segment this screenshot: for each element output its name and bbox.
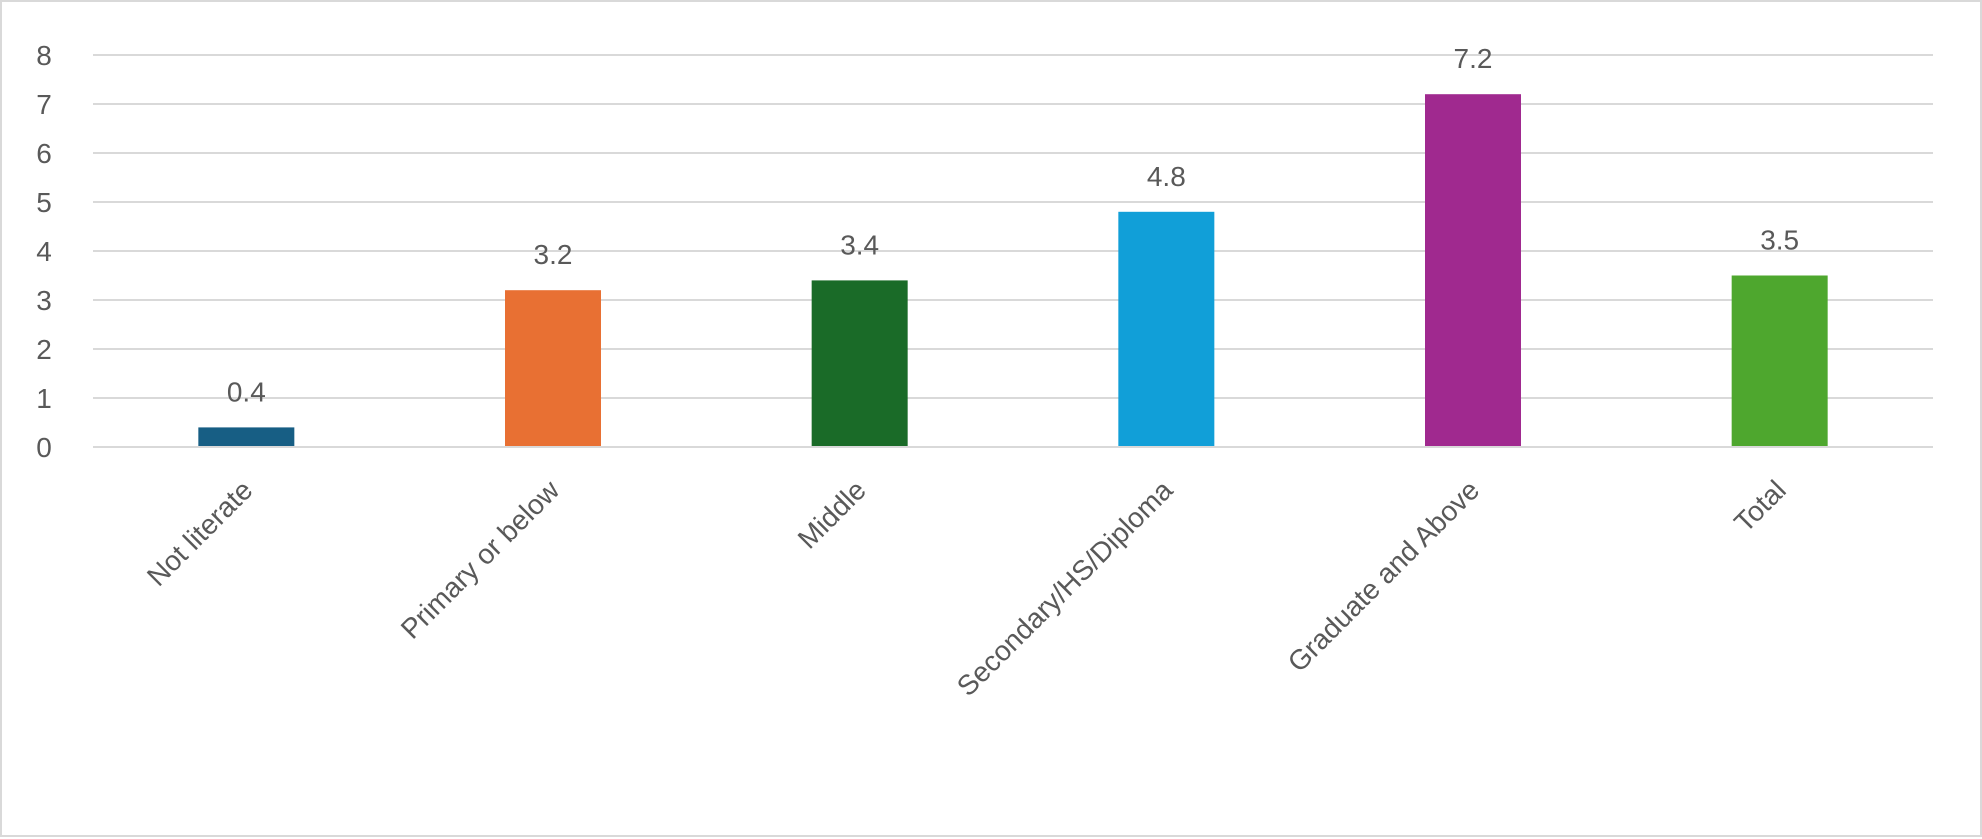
data-label: 0.4: [227, 376, 266, 407]
x-tick-label: Primary or below: [395, 474, 566, 645]
bar-4: [1425, 94, 1521, 446]
data-labels: 0.4 3.2 3.4 4.8 7.2 3.5: [227, 43, 1799, 407]
y-tick-label: 5: [36, 187, 52, 218]
y-tick-label: 4: [36, 236, 52, 267]
y-axis-ticks: 0 1 2 3 4 5 6 7 8: [36, 40, 52, 463]
y-tick-label: 7: [36, 89, 52, 120]
bar-1: [505, 290, 601, 446]
x-axis-ticks: Not literate Primary or below Middle Second…: [141, 474, 1792, 702]
data-label: 3.2: [534, 239, 573, 270]
x-tick-label: Total: [1728, 474, 1792, 538]
y-tick-label: 8: [36, 40, 52, 71]
bar-2: [811, 280, 908, 446]
y-tick-label: 2: [36, 334, 52, 365]
x-tick-label: Graduate and Above: [1282, 474, 1486, 678]
gridlines: [93, 54, 1933, 448]
bars: [198, 94, 1828, 446]
y-tick-label: 1: [36, 383, 52, 414]
x-tick-label: Middle: [792, 474, 872, 554]
y-tick-label: 0: [36, 432, 52, 463]
y-tick-label: 6: [36, 138, 52, 169]
data-label: 3.5: [1760, 225, 1799, 256]
bar-3: [1118, 211, 1215, 446]
data-label: 4.8: [1147, 161, 1186, 192]
x-tick-label: Secondary/HS/Diploma: [951, 474, 1179, 702]
x-tick-label: Not literate: [141, 474, 259, 592]
data-label: 7.2: [1454, 43, 1493, 74]
bar-0: [198, 427, 295, 446]
data-label: 3.4: [840, 229, 879, 260]
bar-5: [1731, 275, 1828, 446]
y-tick-label: 3: [36, 285, 52, 316]
